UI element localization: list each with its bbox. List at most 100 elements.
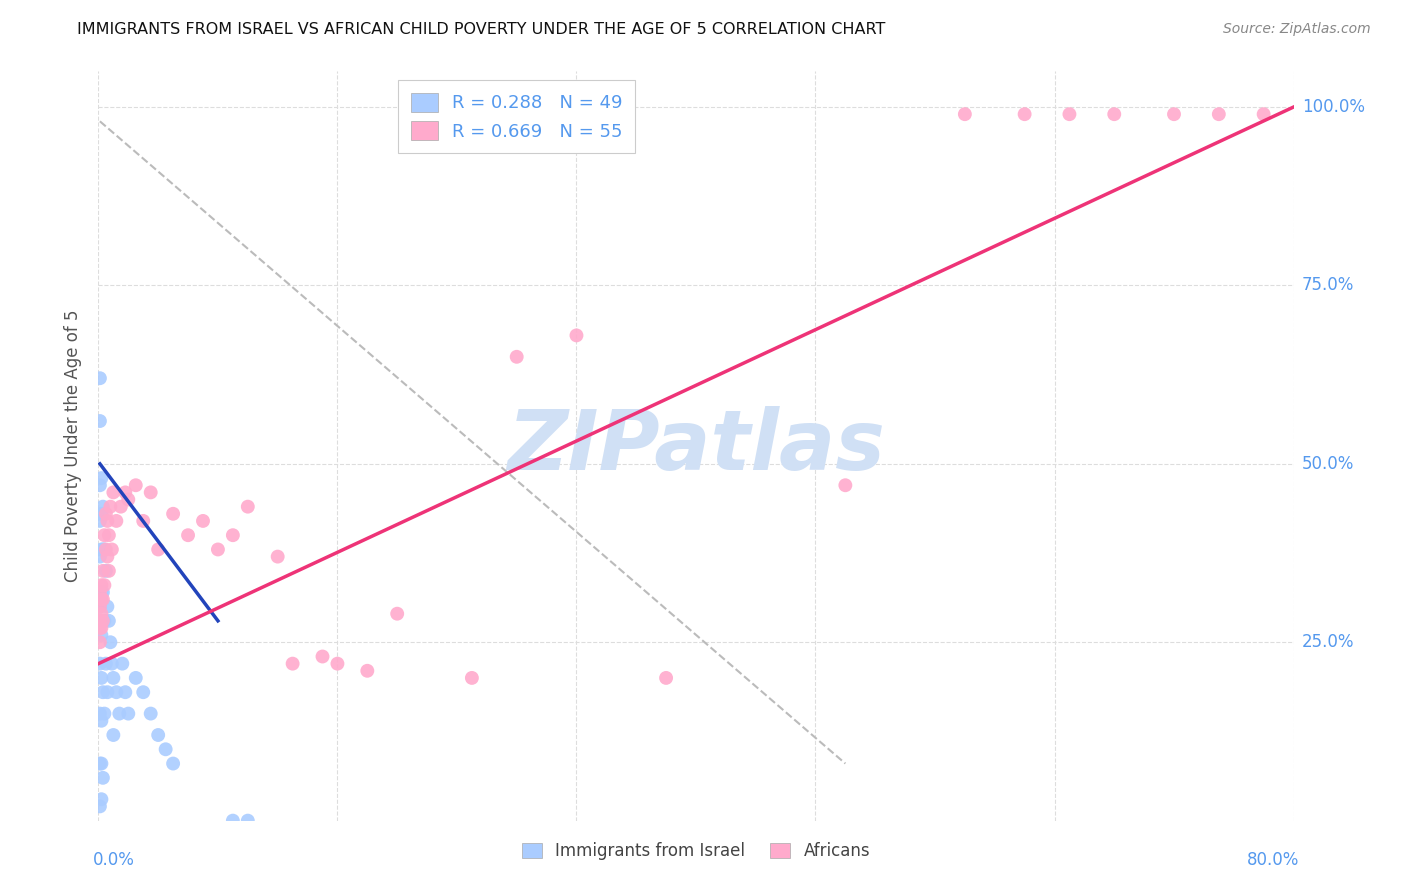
Point (90, 621, 112, 635)
Point (89, 414, 111, 428)
Point (655, 671, 678, 685)
Point (90, 471, 112, 485)
Point (139, 485, 162, 500)
Point (90, 592, 112, 607)
Point (98, 635, 122, 649)
Point (93, 542, 115, 557)
Point (97, 528, 120, 542)
Point (148, 542, 170, 557)
Point (236, 814, 259, 828)
Point (461, 671, 484, 685)
Point (1059, 107, 1081, 121)
Point (356, 664, 378, 678)
Y-axis label: Child Poverty Under the Age of 5: Child Poverty Under the Age of 5 (65, 310, 83, 582)
Text: 100.0%: 100.0% (1302, 98, 1365, 116)
Point (96, 685, 118, 699)
Point (162, 756, 184, 771)
Point (281, 657, 304, 671)
Point (506, 350, 529, 364)
Point (90, 671, 112, 685)
Point (89, 478, 111, 492)
Point (177, 528, 200, 542)
Point (93, 614, 115, 628)
Point (90, 628, 112, 642)
Point (125, 671, 148, 685)
Point (89, 756, 111, 771)
Point (98, 500, 122, 514)
Point (834, 478, 856, 492)
Point (89, 621, 111, 635)
Point (91, 614, 114, 628)
Point (94, 657, 117, 671)
Point (89, 585, 111, 599)
Point (125, 478, 148, 492)
Point (96, 514, 118, 528)
Point (114, 685, 136, 699)
Point (90, 756, 112, 771)
Point (89, 799, 111, 814)
Point (89, 635, 111, 649)
Point (222, 528, 245, 542)
Point (93, 528, 115, 542)
Point (162, 507, 184, 521)
Point (89, 599, 111, 614)
Text: 50.0%: 50.0% (1302, 455, 1354, 473)
Point (91, 500, 114, 514)
Point (108, 706, 131, 721)
Point (97, 564, 120, 578)
Point (90, 607, 112, 621)
Point (90, 714, 112, 728)
Point (311, 649, 333, 664)
Point (139, 706, 162, 721)
Point (103, 671, 125, 685)
Point (114, 485, 136, 500)
Point (96, 549, 118, 564)
Point (89, 514, 111, 528)
Point (110, 500, 132, 514)
Point (90, 578, 112, 592)
Point (89, 614, 111, 628)
Point (94, 542, 117, 557)
Point (132, 685, 155, 699)
Point (385, 607, 409, 621)
Point (90, 542, 112, 557)
Point (91, 542, 114, 557)
Point (267, 549, 290, 564)
Point (89, 706, 111, 721)
Point (89, 549, 111, 564)
Point (91, 564, 114, 578)
Point (117, 492, 139, 507)
Point (91, 592, 114, 607)
Point (111, 657, 134, 671)
Point (89, 657, 111, 671)
Text: IMMIGRANTS FROM ISRAEL VS AFRICAN CHILD POVERTY UNDER THE AGE OF 5 CORRELATION C: IMMIGRANTS FROM ISRAEL VS AFRICAN CHILD … (77, 22, 886, 37)
Point (105, 685, 128, 699)
Point (565, 328, 588, 343)
Point (103, 485, 125, 500)
Point (103, 728, 125, 742)
Point (94, 564, 117, 578)
Text: ZIPatlas: ZIPatlas (508, 406, 884, 486)
Point (155, 742, 177, 756)
Point (1163, 107, 1185, 121)
Point (91, 585, 114, 599)
Point (207, 542, 229, 557)
Text: 80.0%: 80.0% (1247, 851, 1299, 869)
Point (89, 599, 111, 614)
Text: 25.0%: 25.0% (1302, 633, 1354, 651)
Point (1208, 107, 1230, 121)
Point (148, 728, 170, 742)
Point (1014, 107, 1036, 121)
Point (101, 542, 124, 557)
Point (222, 814, 245, 828)
Text: 75.0%: 75.0% (1302, 277, 1354, 294)
Point (96, 599, 118, 614)
Point (191, 514, 214, 528)
Point (326, 657, 349, 671)
Point (101, 657, 124, 671)
Point (91, 771, 114, 785)
Point (117, 706, 139, 721)
Point (91, 685, 114, 699)
Point (90, 507, 112, 521)
Point (93, 706, 115, 721)
